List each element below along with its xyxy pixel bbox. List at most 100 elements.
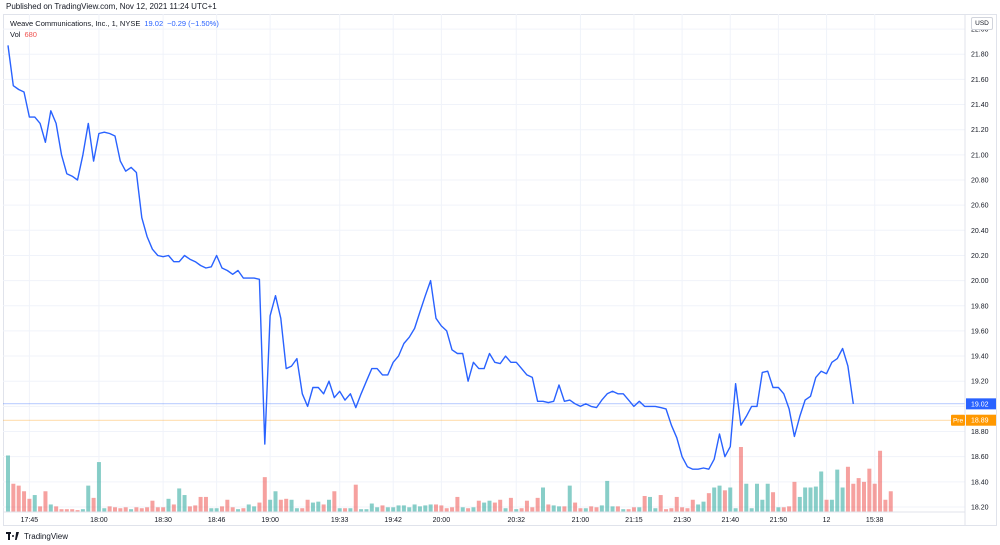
volume-bar (155, 507, 160, 512)
volume-bar (54, 506, 59, 512)
volume-bar (278, 499, 283, 512)
volume-bar (498, 499, 503, 512)
last-price-label: 19.02 (971, 401, 989, 408)
legend-symbol[interactable]: Weave Communications, Inc., 1, NYSE (10, 19, 141, 28)
volume-bar (439, 505, 444, 512)
volume-bar (567, 485, 572, 512)
x-tick-label: 20:00 (433, 517, 451, 524)
tradingview-logo-icon[interactable] (6, 532, 20, 540)
volume-bar (70, 509, 75, 512)
volume-bars (6, 447, 893, 512)
volume-bar (578, 508, 583, 512)
volume-bar (476, 500, 481, 512)
x-tick-label: 18:30 (154, 517, 172, 524)
x-tick-label: 21:30 (673, 517, 691, 524)
volume-bar (776, 507, 781, 512)
volume-bar (680, 507, 685, 512)
volume-bar (32, 495, 37, 512)
footer: TradingView (6, 528, 68, 544)
volume-bar (246, 504, 251, 512)
volume-bar (241, 508, 246, 512)
volume-bar (209, 508, 214, 512)
volume-bar (701, 501, 706, 512)
volume-bar (792, 481, 797, 512)
x-tick-label: 21:50 (770, 517, 788, 524)
volume-bar (455, 496, 460, 512)
volume-bar (487, 500, 492, 512)
y-tick-label: 20.00 (971, 278, 989, 285)
time-axis[interactable]: 17:45 18:00 18:30 18:46 19:00 19:33 19:42 20:00… (3, 511, 965, 524)
volume-bar (674, 496, 679, 512)
volume-bar (43, 491, 48, 512)
volume-bar (878, 450, 883, 512)
volume-bar (862, 481, 866, 512)
price-chart[interactable]: 22.00 21.80 21.60 21.40 21.20 21.00 20.80 20.60… (3, 14, 997, 526)
volume-bar (690, 499, 695, 512)
volume-bar (626, 509, 631, 512)
volume-bar (412, 504, 417, 512)
legend-vol-value: 680 (24, 30, 37, 39)
y-tick-label: 18.60 (971, 454, 989, 461)
volume-bar (771, 492, 776, 512)
legend-vol-label[interactable]: Vol (10, 30, 21, 39)
y-tick-label: 19.60 (971, 328, 989, 335)
volume-bar (48, 504, 53, 512)
legend-main-row: Weave Communications, Inc., 1, NYSE 19.0… (10, 18, 219, 29)
volume-bar (198, 496, 203, 512)
footer-brand[interactable]: TradingView (24, 531, 69, 541)
y-tick-label: 19.20 (971, 379, 989, 386)
volume-bar (171, 504, 176, 512)
y-tick-label: 21.00 (971, 152, 989, 159)
volume-bar (225, 499, 230, 512)
volume-bar (551, 505, 556, 512)
volume-bar (824, 499, 829, 512)
y-tick-label: 20.40 (971, 228, 989, 235)
volume-bar (524, 500, 529, 512)
volume-bar (605, 480, 610, 512)
volume-bar (96, 462, 101, 512)
volume-bar (749, 508, 754, 512)
volume-bar (519, 508, 524, 512)
volume-bar (765, 483, 770, 512)
volume-bar (193, 505, 198, 512)
x-tick-label: 15:38 (866, 517, 884, 524)
chart-frame (3, 14, 997, 526)
price-axis[interactable]: 22.00 21.80 21.60 21.40 21.20 21.00 20.80 20.60… (964, 14, 989, 526)
volume-bar (321, 504, 326, 512)
volume-bar (599, 505, 604, 512)
volume-bar (230, 507, 235, 512)
volume-bar (840, 487, 845, 512)
volume-bar (337, 508, 342, 512)
volume-bar (621, 509, 626, 512)
last-price-label-bg (966, 398, 996, 410)
volume-bar (86, 485, 91, 512)
volume-bar (781, 507, 786, 512)
volume-bar (396, 505, 401, 512)
volume-bar (391, 507, 396, 512)
volume-bar (214, 508, 219, 512)
volume-bar (722, 490, 727, 512)
x-tick-label: 18:00 (90, 517, 108, 524)
volume-bar (417, 506, 422, 512)
volume-bar (696, 504, 701, 512)
y-tick-label: 20.80 (971, 178, 989, 185)
volume-bar (819, 471, 824, 512)
volume-bar (134, 507, 139, 512)
volume-bar (787, 506, 792, 512)
volume-bar (803, 487, 808, 512)
y-tick-label: 18.20 (971, 504, 989, 511)
currency-button[interactable]: USD (971, 17, 993, 30)
x-tick-label: 20:32 (507, 517, 525, 524)
volume-bar (888, 491, 893, 512)
volume-bar (305, 499, 310, 512)
chart-legend: Weave Communications, Inc., 1, NYSE 19.0… (10, 18, 219, 40)
volume-bar (380, 505, 385, 512)
volume-bar (401, 505, 406, 512)
x-tick-label: 21:40 (721, 517, 739, 524)
volume-bar (530, 507, 535, 512)
volume-bar (856, 478, 861, 512)
x-tick-label: 17:45 (21, 517, 39, 524)
volume-bar (182, 495, 187, 512)
volume-bar (669, 508, 674, 512)
volume-bar (492, 502, 497, 512)
